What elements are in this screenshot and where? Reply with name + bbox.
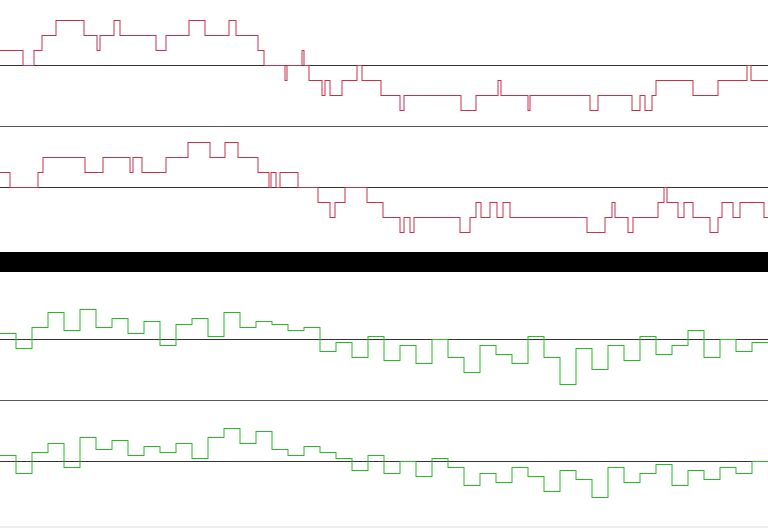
waveform: [0, 428, 768, 498]
waveform: [0, 20, 768, 111]
track-divider: [0, 252, 768, 272]
waveform: [0, 142, 768, 233]
waveform: [0, 309, 768, 385]
